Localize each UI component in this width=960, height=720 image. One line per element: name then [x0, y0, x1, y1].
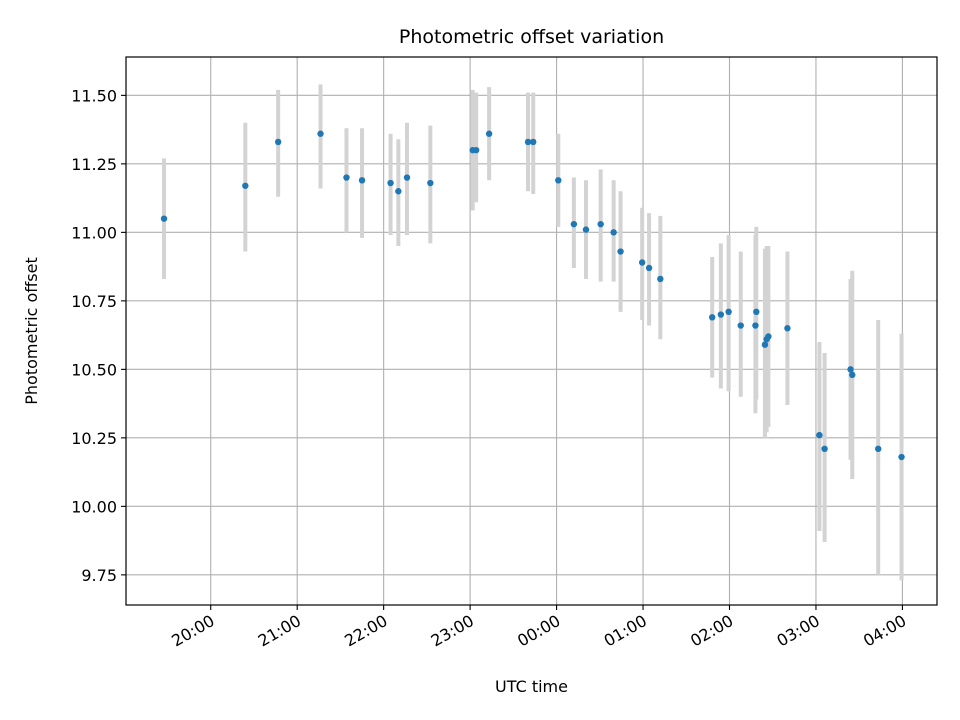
x-axis-title: UTC time	[495, 677, 568, 696]
y-axis: 9.75 10.00 10.25 10.50 10.75 11.00 11.25 11.50	[71, 86, 126, 585]
y-tick-label: 10.75	[71, 292, 117, 311]
data-point	[403, 174, 411, 181]
data-point	[898, 453, 905, 461]
data-point	[752, 322, 759, 329]
data-point	[753, 308, 760, 316]
y-tick-label: 11.25	[71, 155, 117, 174]
data-point	[725, 308, 732, 316]
data-point	[849, 371, 856, 379]
data-point	[555, 177, 562, 184]
data-point	[847, 366, 854, 373]
data-point	[427, 179, 434, 187]
data-point	[638, 259, 646, 266]
plot-frame	[125, 56, 938, 606]
data-point	[317, 130, 324, 137]
chart-title: Photometric offset variation	[399, 26, 664, 48]
data-point	[472, 146, 480, 154]
y-tick-label: 11.50	[71, 86, 117, 105]
data-point	[821, 445, 828, 453]
data-point	[816, 431, 823, 439]
data-point	[485, 130, 493, 137]
data-point	[358, 177, 366, 184]
data-point	[242, 182, 249, 189]
data-point	[717, 311, 725, 318]
data-point	[709, 314, 716, 321]
data-point	[610, 229, 617, 236]
y-tick-label: 9.75	[81, 566, 117, 585]
y-axis-title: Photometric offset	[22, 257, 41, 405]
data-point	[761, 341, 769, 348]
data-point	[524, 138, 532, 146]
data-point	[657, 275, 664, 283]
y-tick-label: 10.50	[71, 360, 117, 379]
data-points	[160, 130, 905, 461]
data-point	[160, 215, 168, 222]
data-point	[274, 138, 282, 146]
data-point	[570, 220, 578, 228]
data-point	[395, 188, 402, 195]
y-tick-label: 10.00	[71, 497, 117, 516]
grid	[126, 57, 937, 605]
data-point	[597, 220, 604, 228]
y-tick-label: 10.25	[71, 429, 117, 448]
data-point	[387, 179, 394, 187]
data-point	[784, 325, 791, 332]
data-point	[617, 248, 624, 255]
data-point	[765, 333, 772, 340]
data-point	[645, 264, 653, 272]
data-point	[343, 174, 350, 181]
data-point	[875, 445, 882, 453]
y-tick-label: 11.00	[71, 223, 117, 242]
data-point	[530, 138, 537, 146]
data-point	[582, 226, 590, 233]
data-point	[737, 322, 744, 329]
